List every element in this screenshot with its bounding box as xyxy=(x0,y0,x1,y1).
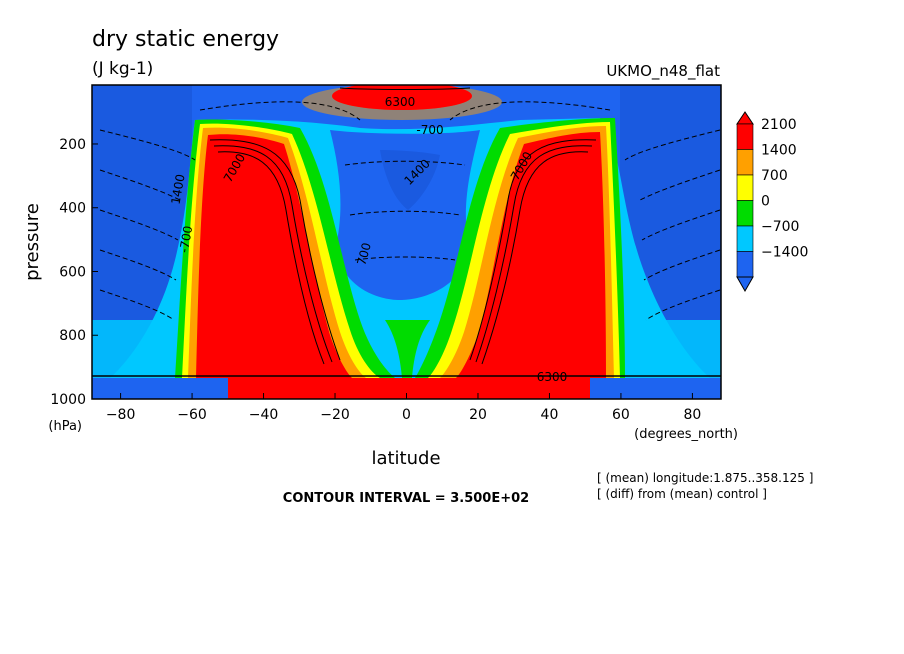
chart-title: dry static energy xyxy=(92,27,279,52)
field-top-red-core xyxy=(332,85,472,110)
x-tick-label: −60 xyxy=(177,407,207,423)
x-tick-label: −40 xyxy=(249,407,279,423)
contour-label: -700 xyxy=(416,123,443,137)
y-tick-label: 200 xyxy=(59,137,86,153)
contour-label: -700 xyxy=(177,225,196,254)
chart-units: (J kg-1) xyxy=(92,59,153,79)
y-axis: 200 400 600 800 1000 xyxy=(50,137,98,408)
colorbar-swatch xyxy=(736,251,754,278)
contour-interval: CONTOUR INTERVAL = 3.500E+02 xyxy=(283,491,529,506)
contour-field xyxy=(92,85,721,399)
x-axis-label: latitude xyxy=(371,448,440,469)
field-south-red xyxy=(196,134,352,378)
colorbar-swatch xyxy=(736,174,754,201)
colorbar-swatch xyxy=(736,200,754,227)
x-tick-label: 60 xyxy=(612,407,630,423)
y-tick-label: 600 xyxy=(59,264,86,280)
y-axis-units: (hPa) xyxy=(48,419,82,434)
y-tick-label: 800 xyxy=(59,328,86,344)
colorbar: 2100 1400 700 0 −700 −1400 xyxy=(736,111,808,293)
colorbar-arrow-top xyxy=(736,111,754,125)
colorbar-swatch xyxy=(736,225,754,252)
x-tick-label: 20 xyxy=(469,407,487,423)
x-axis: −80 −60 −40 −20 0 20 40 60 80 xyxy=(106,393,701,423)
field-upper-tropics-blue xyxy=(330,130,480,300)
colorbar-label: 2100 xyxy=(761,117,797,133)
colorbar-arrow-bottom xyxy=(736,276,754,293)
x-axis-units: (degrees_north) xyxy=(634,427,738,442)
field-equator-green xyxy=(385,320,430,378)
colorbar-label: −1400 xyxy=(761,245,808,261)
contour-label: 700 xyxy=(354,241,373,267)
x-tick-label: −20 xyxy=(320,407,350,423)
x-tick-label: 0 xyxy=(402,407,411,423)
contour-lines xyxy=(92,87,721,377)
y-tick-label: 400 xyxy=(59,201,86,217)
colorbar-swatch xyxy=(736,123,754,150)
contour-label: 6300 xyxy=(385,95,416,109)
y-tick-label: 1000 xyxy=(50,392,86,408)
colorbar-label: 0 xyxy=(761,194,770,210)
colorbar-label: −700 xyxy=(761,219,799,235)
x-tick-label: 40 xyxy=(541,407,559,423)
field-upper-tropics-core xyxy=(380,150,440,210)
contour-label: 1400 xyxy=(169,173,188,206)
dataset-label: UKMO_n48_flat xyxy=(606,62,720,81)
x-tick-label: −80 xyxy=(106,407,136,423)
note-line: [ (mean) longitude:1.875..358.125 ] xyxy=(597,471,813,485)
colorbar-label: 1400 xyxy=(761,143,797,159)
field-north-red xyxy=(456,132,606,378)
x-tick-label: 80 xyxy=(683,407,701,423)
contour-label: 6300 xyxy=(537,370,568,384)
colorbar-swatch xyxy=(736,149,754,176)
field-surface-red xyxy=(228,378,590,399)
colorbar-label: 700 xyxy=(761,168,788,184)
note-line: [ (diff) from (mean) control ] xyxy=(597,487,767,501)
y-axis-label: pressure xyxy=(22,203,43,281)
